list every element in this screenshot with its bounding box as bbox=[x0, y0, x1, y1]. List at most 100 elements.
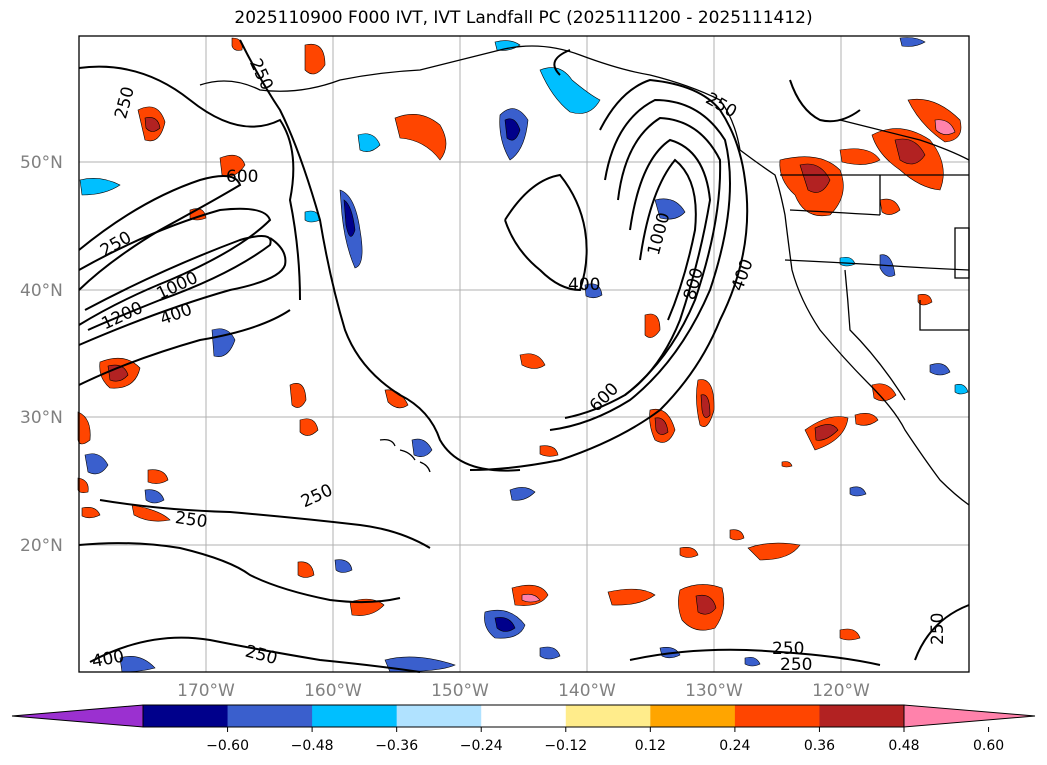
colorbar-tick-label: −0.36 bbox=[375, 738, 418, 754]
pos-blob bbox=[521, 593, 541, 603]
colorbar-tick-label: 0.60 bbox=[973, 738, 1004, 754]
pos-blob bbox=[894, 138, 926, 165]
contour-250-se2 bbox=[914, 604, 970, 661]
lat-label: 40°N bbox=[20, 281, 63, 301]
lon-label: 160°W bbox=[304, 681, 362, 701]
pos-blob bbox=[679, 547, 699, 558]
colorbar-segments bbox=[143, 705, 905, 727]
neg-blob bbox=[144, 489, 165, 504]
contour-600 bbox=[78, 175, 242, 291]
contour-label: 250 bbox=[780, 655, 812, 675]
state-border-ca-nv bbox=[844, 269, 906, 401]
coast-hawaii bbox=[379, 438, 431, 473]
pos-blob bbox=[81, 507, 101, 519]
neg-blob bbox=[504, 118, 521, 141]
coast-alaska-south bbox=[199, 49, 501, 92]
latitude-labels: 50°N 40°N 30°N 20°N bbox=[20, 153, 63, 556]
lon-label: 130°W bbox=[685, 681, 743, 701]
pos-blob bbox=[814, 424, 839, 441]
state-border-az bbox=[919, 300, 969, 331]
lon-label: 150°W bbox=[431, 681, 489, 701]
contour-250-mid bbox=[239, 39, 521, 472]
pos-blob bbox=[147, 469, 169, 484]
contour-250-se bbox=[629, 648, 881, 666]
colorbar-segment bbox=[396, 705, 482, 727]
neg-blob bbox=[849, 486, 867, 497]
state-border-or-wa bbox=[789, 209, 881, 216]
contour-250-west-lower bbox=[78, 309, 291, 386]
contour-400-ar bbox=[549, 98, 731, 431]
pos-blob bbox=[607, 588, 656, 606]
pos-blob bbox=[644, 313, 661, 338]
neg-blob bbox=[84, 453, 109, 475]
contour-1000-ar bbox=[639, 158, 697, 321]
neg-blob bbox=[411, 438, 433, 457]
contour-small bbox=[553, 49, 571, 76]
colorbar-segment bbox=[312, 705, 398, 727]
colorbar-tick-label: −0.48 bbox=[291, 738, 334, 754]
neg-blob bbox=[954, 384, 969, 395]
contour-label: 400 bbox=[568, 275, 600, 295]
contour-label: 250 bbox=[772, 639, 804, 659]
coast-alaska-panhandle bbox=[499, 45, 741, 151]
state-border bbox=[784, 259, 970, 271]
pos-blob bbox=[131, 504, 171, 522]
pos-blob bbox=[654, 417, 669, 435]
colorbar-tick-label: 0.48 bbox=[888, 738, 919, 754]
map-title: 2025110900 F000 IVT, IVT Landfall PC (20… bbox=[234, 8, 813, 28]
neg-blob bbox=[929, 363, 951, 376]
contour-800-ar bbox=[624, 138, 712, 396]
contour-label: 250 bbox=[928, 613, 948, 645]
colorbar-segment bbox=[143, 705, 229, 727]
pos-blob bbox=[839, 628, 861, 641]
colorbar-extend-low bbox=[11, 704, 144, 728]
neg-blob bbox=[899, 37, 926, 47]
colorbar-segment bbox=[650, 705, 736, 727]
lat-label: 30°N bbox=[20, 408, 63, 428]
neg-blob bbox=[334, 559, 353, 573]
pos-blob bbox=[871, 383, 897, 402]
colorbar-frame bbox=[142, 704, 905, 728]
pos-blob bbox=[519, 353, 546, 369]
pos-blob bbox=[879, 198, 901, 215]
lat-label: 20°N bbox=[20, 536, 63, 556]
lon-label: 170°W bbox=[177, 681, 235, 701]
colorbar-segment bbox=[481, 705, 567, 727]
contour-250-ar bbox=[469, 78, 749, 471]
colorbar-segment bbox=[227, 705, 313, 727]
neg-blob bbox=[357, 133, 381, 152]
pos-blob bbox=[839, 148, 881, 165]
colorbar-tick-label: 0.24 bbox=[719, 738, 750, 754]
neg-blob bbox=[584, 283, 603, 299]
neg-blob bbox=[744, 656, 761, 667]
coast-westcoast bbox=[739, 149, 970, 506]
contour-small-ne bbox=[789, 79, 861, 123]
pos-blob bbox=[934, 119, 956, 135]
contour-label: 600 bbox=[226, 167, 258, 187]
contour-1000 bbox=[84, 235, 272, 331]
shaded-anomalies bbox=[77, 37, 969, 673]
contour-label: 250 bbox=[174, 508, 209, 532]
pos-blob bbox=[289, 383, 307, 408]
colorbar-tick-label: −0.12 bbox=[544, 738, 587, 754]
neg-blob bbox=[509, 487, 536, 501]
map-frame bbox=[78, 35, 970, 673]
pos-blob bbox=[539, 445, 559, 457]
pos-blob bbox=[304, 43, 326, 75]
pos-blob bbox=[799, 163, 831, 193]
colorbar-extend-high bbox=[903, 704, 1036, 728]
longitude-labels: 170°W 160°W 150°W 140°W 130°W 120°W bbox=[177, 681, 870, 701]
contour-250-south bbox=[99, 499, 431, 549]
pos-blob bbox=[854, 413, 879, 426]
pos-blob bbox=[700, 394, 711, 418]
pos-blob bbox=[729, 529, 745, 541]
neg-blob bbox=[79, 178, 121, 196]
lon-label: 120°W bbox=[812, 681, 870, 701]
lon-label: 140°W bbox=[558, 681, 616, 701]
neg-blob bbox=[494, 617, 516, 632]
pos-blob bbox=[144, 117, 161, 132]
neg-blob bbox=[654, 198, 686, 220]
contour-800 bbox=[78, 207, 272, 326]
colorbar-tick-label: 0.12 bbox=[635, 738, 666, 754]
